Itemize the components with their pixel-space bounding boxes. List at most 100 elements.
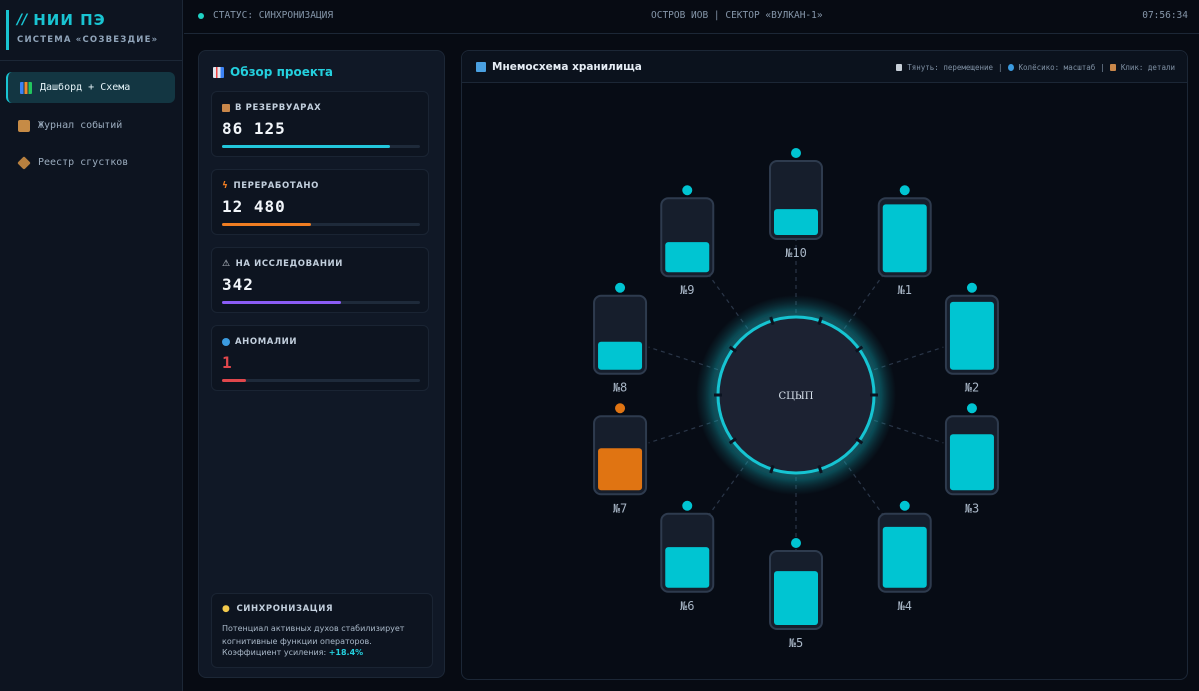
tanks[interactable]: №1 №2 №3 №4 №5 №6 №7 №8 №9 №10 (593, 148, 999, 650)
overview-panel: Обзор проекта В РЕЗЕРВУАРАХ 86 125 ϟ ПЕР… (198, 50, 445, 678)
progress-fill (222, 223, 312, 226)
tank-label: №3 (965, 501, 979, 515)
stat-value: 12 480 (222, 197, 286, 216)
core-node[interactable]: СЦЫП (696, 295, 896, 495)
sidebar: // НИИ ПЭ СИСТЕМА «СОЗВЕЗДИЕ» Дашборд + … (0, 0, 183, 691)
stat-card-anomalies: АНОМАЛИИ 1 (211, 325, 429, 391)
sync-text: Потенциал активных духов стабилизирует к… (222, 624, 405, 646)
storage-diagram[interactable]: СЦЫП №1 №2 №3 №4 №5 №6 №7 №8 №9 №10 (461, 82, 1186, 678)
tank-label: №5 (789, 636, 803, 650)
tank-3[interactable]: №3 (944, 403, 999, 515)
tank-status-dot (682, 500, 693, 511)
scheme-header: Мнемосхема хранилища Тянуть: перемещение… (462, 51, 1187, 83)
clock: 07:56:34 (1142, 10, 1188, 21)
core-label: СЦЫП (779, 391, 814, 402)
lightning-icon: ϟ (222, 181, 229, 191)
tank-2[interactable]: №2 (944, 282, 999, 395)
core-tick (817, 316, 823, 326)
progress-track (222, 379, 420, 382)
tank-status-dot (615, 282, 626, 293)
tank-label: №2 (965, 381, 979, 395)
tank-10[interactable]: №10 (769, 148, 823, 260)
box-icon (17, 155, 31, 170)
scheme-hints: Тянуть: перемещение | Колёсико: масштаб … (896, 63, 1175, 72)
sync-coefficient: Коэффициент усиления: +18.4% (222, 648, 363, 657)
core-tick (728, 345, 738, 353)
tank-label: №1 (898, 283, 912, 297)
tank-6[interactable]: №6 (660, 500, 715, 613)
tank-label: №6 (680, 599, 694, 613)
brand-title: НИИ ПЭ (33, 11, 106, 29)
nav-item-label: Журнал событий (38, 120, 123, 131)
sync-title: СИНХРОНИЗАЦИЯ (236, 604, 334, 614)
tank-9[interactable]: №9 (660, 185, 715, 297)
stat-label: АНОМАЛИИ (235, 337, 298, 347)
tank-fill (598, 448, 643, 491)
nav-item-label: Дашборд + Схема (40, 82, 131, 93)
box-icon (222, 104, 230, 112)
stat-card-processed: ϟ ПЕРЕРАБОТАНО 12 480 (211, 169, 429, 235)
tank-status-dot (899, 185, 910, 196)
warning-icon: ⚠ (222, 259, 231, 269)
status-indicator: СТАТУС: СИНХРОНИЗАЦИЯ (198, 10, 333, 21)
stat-value: 86 125 (222, 119, 286, 138)
tank-fill (665, 242, 710, 273)
box-icon (1109, 64, 1116, 71)
nav-item-registry[interactable]: Реестр сгустков (6, 147, 175, 178)
location-text: ОСТРОВ ИОВ | СЕКТОР «ВУЛКАН-1» (651, 10, 823, 21)
overview-title: Обзор проекта (230, 65, 334, 79)
hint-zoom: Колёсико: масштаб (1018, 63, 1096, 72)
tank-label: №10 (785, 246, 807, 260)
nav-item-label: Реестр сгустков (38, 157, 129, 168)
progress-fill (222, 301, 341, 304)
chart-icon (20, 81, 32, 94)
progress-track (222, 223, 420, 226)
scroll-icon (18, 119, 30, 132)
stat-label: В РЕЗЕРВУАРАХ (235, 103, 322, 113)
nav-item-dashboard[interactable]: Дашборд + Схема (6, 72, 175, 103)
tank-status-dot (791, 538, 801, 548)
tank-label: №9 (680, 283, 694, 297)
tank-status-dot (966, 282, 977, 293)
tank-5[interactable]: №5 (769, 538, 823, 650)
overview-header: Обзор проекта (213, 65, 333, 79)
stat-label: НА ИССЛЕДОВАНИИ (235, 259, 343, 269)
brand: // НИИ ПЭ СИСТЕМА «СОЗВЕЗДИЕ» (6, 10, 176, 50)
divider (0, 60, 183, 61)
search-icon (1007, 64, 1014, 71)
tank-fill (774, 209, 818, 235)
core-ticks (714, 316, 878, 474)
status-dot-icon (198, 12, 204, 19)
tank-fill (665, 547, 710, 588)
core-tick (817, 464, 823, 474)
tank-8[interactable]: №8 (593, 282, 648, 395)
slash-logo-icon: // (17, 12, 28, 28)
tank-4[interactable]: №4 (877, 500, 932, 613)
tank-label: №8 (613, 381, 627, 395)
bar-chart-icon (213, 66, 224, 78)
core-tick (769, 316, 775, 326)
tank-status-dot (682, 185, 693, 196)
status-text: СТАТУС: СИНХРОНИЗАЦИЯ (213, 10, 334, 21)
nav-item-event-log[interactable]: Журнал событий (6, 110, 175, 141)
coef-value: +18.4% (328, 648, 364, 657)
tank-7[interactable]: №7 (593, 403, 648, 515)
sync-card: ● СИНХРОНИЗАЦИЯ Потенциал активных духов… (211, 593, 433, 668)
scheme-panel: Мнемосхема хранилища Тянуть: перемещение… (461, 50, 1188, 680)
stat-label: ПЕРЕРАБОТАНО (233, 181, 319, 191)
progress-track (222, 145, 420, 148)
tank-fill (598, 341, 643, 370)
coef-label: Коэффициент усиления: (222, 648, 327, 657)
tank-1[interactable]: №1 (877, 185, 932, 297)
tank-status-dot (966, 403, 977, 414)
lightbulb-icon: ● (222, 604, 231, 614)
core-tick (854, 345, 864, 353)
core-tick (769, 464, 775, 474)
tank-fill (882, 526, 927, 588)
stat-value: 342 (222, 275, 254, 294)
tank-label: №7 (613, 501, 627, 515)
search-icon (222, 338, 230, 346)
hint-click: Клик: детали (1120, 63, 1175, 72)
stat-card-research: ⚠ НА ИССЛЕДОВАНИИ 342 (211, 247, 429, 313)
tank-status-dot (899, 500, 910, 511)
